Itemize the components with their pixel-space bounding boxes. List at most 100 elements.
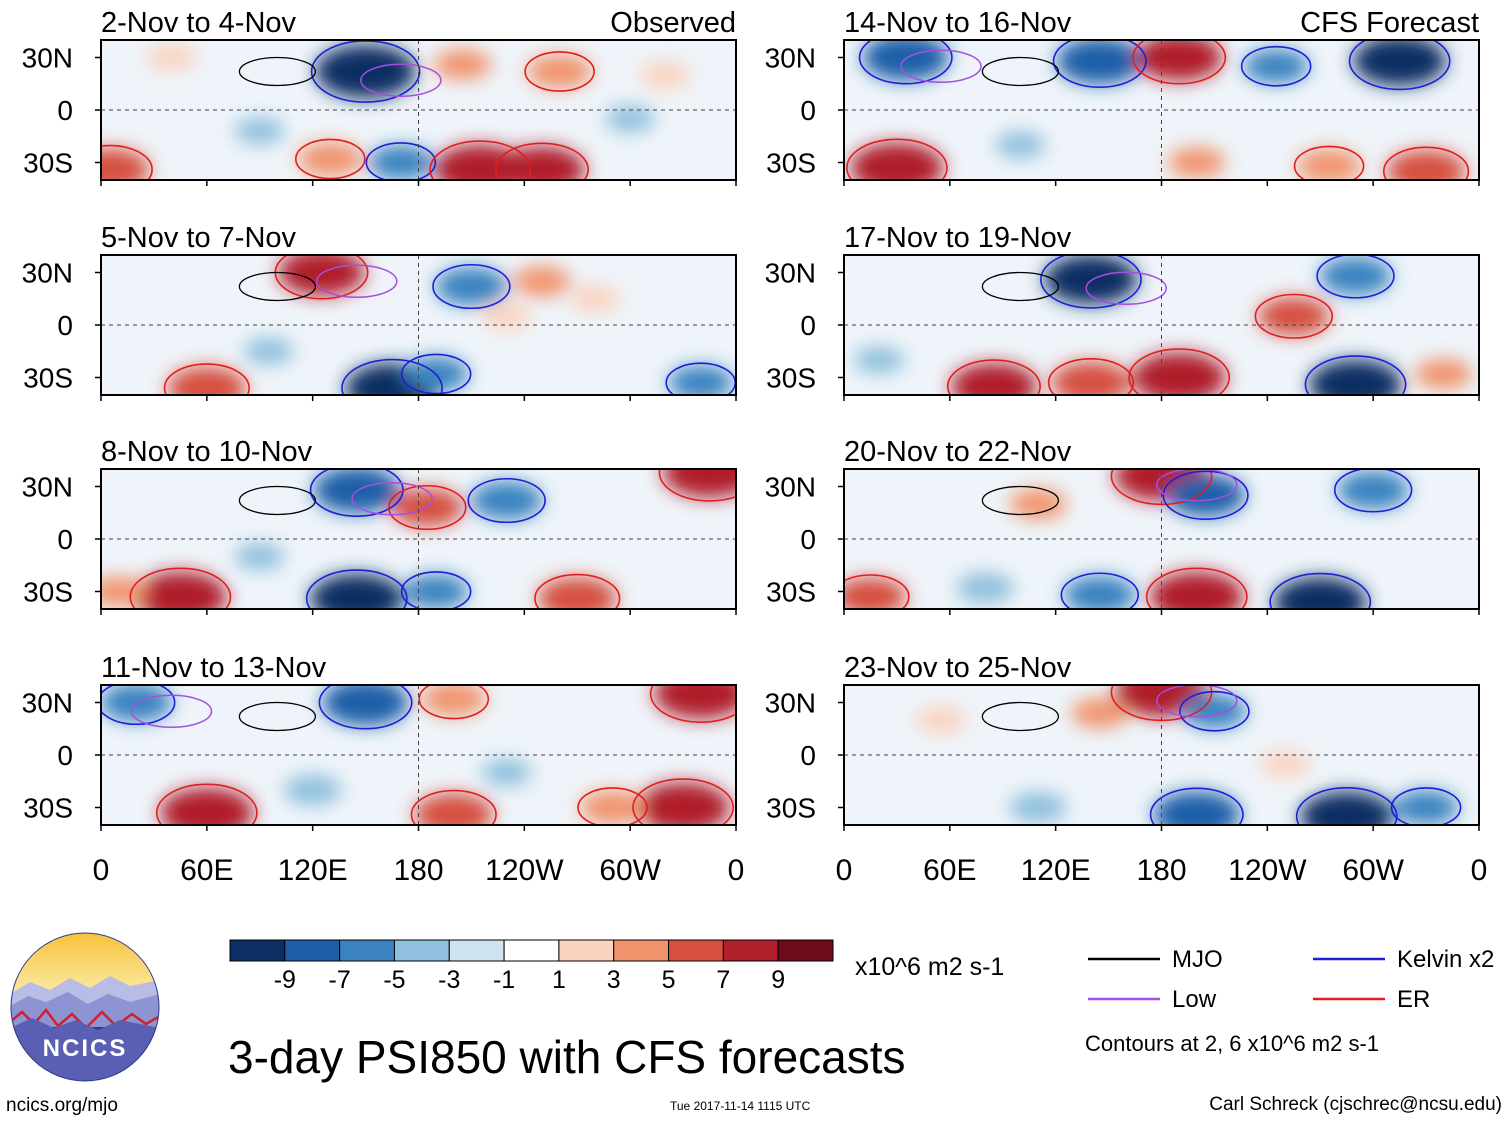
x-tick-label: 60E (923, 854, 976, 887)
wave-contour (494, 142, 589, 180)
negative-anomaly-blob (243, 337, 294, 365)
negative-anomaly-blob (1166, 474, 1246, 517)
map-panel: 30N 0 30S 5-Nov to 7-Nov (22, 222, 737, 401)
colorbar-swatch (503, 939, 560, 962)
colorbar-tick-label: 9 (771, 966, 785, 994)
wave-contour (1040, 255, 1142, 309)
wave-contour (1269, 572, 1372, 609)
negative-anomaly-blob (101, 685, 173, 722)
map-panel: 30N 0 30S 14-Nov to 16-Nov CFS Forecast (765, 7, 1480, 186)
legend-label: ER (1397, 986, 1430, 1013)
colorbar-swatch (558, 939, 615, 962)
wave-contour (1162, 470, 1249, 521)
wave-contour (846, 138, 948, 180)
positive-anomaly-blob (537, 577, 617, 609)
y-tick-label: 30N (765, 258, 816, 289)
wave-contour (534, 573, 621, 609)
wave-contour (1047, 357, 1135, 395)
logo-text: NCICS (43, 1035, 128, 1062)
negative-anomaly-blob (1063, 575, 1136, 609)
x-tick-label: 0 (1471, 854, 1488, 887)
wave-contour (1145, 567, 1248, 609)
negative-anomaly-blob (470, 481, 543, 520)
colorbar-swatch (668, 939, 724, 962)
positive-anomaly-blob (653, 685, 736, 719)
low-contour (316, 264, 398, 298)
wave-contour (101, 685, 176, 726)
wave-contour (1132, 40, 1227, 85)
positive-anomaly-blob (278, 255, 365, 296)
wave-contour (305, 569, 408, 609)
low-contour (1085, 271, 1167, 305)
negative-anomaly-blob (234, 543, 285, 570)
panel-date-label: 20-Nov to 22-Nov (844, 436, 1072, 468)
x-tick-label: 60W (599, 854, 661, 887)
negative-anomaly-blob (403, 574, 469, 609)
mjo-contour (238, 701, 317, 732)
negative-anomaly-blob (862, 40, 949, 81)
negative-anomaly-blob (668, 365, 733, 395)
low-contour (130, 694, 213, 728)
wave-contour (649, 685, 736, 723)
y-tick-label: 30N (22, 43, 73, 74)
positive-anomaly-blob (1150, 571, 1244, 609)
wave-contour (101, 144, 153, 180)
ncics-logo: NCICS (10, 932, 160, 1082)
wave-contour (524, 51, 595, 92)
x-tick-label: 180 (1136, 854, 1186, 887)
negative-anomaly-blob (1009, 792, 1067, 823)
low-contour (1156, 685, 1238, 718)
legend-label: Kelvin x2 (1397, 946, 1494, 973)
colorbar-swatch (613, 939, 670, 962)
mjo-contour (981, 485, 1060, 516)
wave-contour (388, 484, 467, 531)
mjo-contour (981, 701, 1060, 732)
footer-timestamp: Tue 2017-11-14 1115 UTC (670, 1099, 811, 1113)
positive-anomaly-blob (1071, 697, 1129, 729)
positive-anomaly-blob (146, 44, 197, 71)
negative-anomaly-blob (956, 572, 1014, 604)
colorbar-units: x10^6 m2 s-1 (855, 953, 1005, 981)
x-tick-label: 0 (93, 854, 110, 887)
negative-anomaly-blob (995, 131, 1046, 159)
mjo-contour (981, 56, 1060, 87)
negative-anomaly-blob (368, 145, 434, 180)
positive-anomaly-blob (569, 285, 620, 313)
wave-contour (1304, 355, 1407, 395)
negative-anomaly-blob (234, 117, 285, 145)
wave-contour (844, 574, 910, 609)
positive-anomaly-blob (160, 787, 254, 825)
negative-anomaly-blob (605, 105, 656, 133)
colorbar-tick-label: 7 (716, 966, 730, 994)
colorbar-tick-label: -7 (329, 966, 351, 994)
colorbar-tick-label: 5 (662, 966, 676, 994)
y-tick-label: 0 (800, 524, 816, 555)
colorbar-swatch (339, 939, 395, 962)
x-tick-label: 0 (728, 854, 745, 887)
wave-contour (295, 138, 366, 180)
positive-anomaly-blob (421, 685, 486, 717)
wave-contour (467, 477, 546, 524)
negative-anomaly-blob (1299, 791, 1394, 825)
x-tick-label: 120E (278, 854, 348, 887)
positive-anomaly-blob (1168, 147, 1226, 178)
negative-anomaly-blob (481, 759, 532, 786)
y-tick-label: 0 (57, 95, 73, 126)
negative-anomaly-blob (1243, 49, 1309, 84)
positive-anomaly-blob (1009, 488, 1067, 520)
low-contour (1156, 469, 1238, 502)
positive-anomaly-blob (1257, 297, 1330, 336)
footer-url[interactable]: ncics.org/mjo (6, 1095, 118, 1116)
positive-anomaly-blob (1415, 358, 1473, 390)
y-tick-label: 30S (23, 148, 73, 179)
negative-anomaly-blob (1056, 40, 1143, 85)
panel-date-label: 17-Nov to 19-Nov (844, 222, 1072, 254)
positive-anomaly-blob (1296, 148, 1362, 180)
wave-contour (1295, 787, 1398, 825)
wave-contour (1316, 255, 1395, 299)
negative-anomaly-blob (1044, 255, 1138, 305)
colorbar-tick-label: -3 (438, 966, 460, 994)
wave-contour (318, 685, 413, 730)
y-tick-label: 0 (800, 310, 816, 341)
